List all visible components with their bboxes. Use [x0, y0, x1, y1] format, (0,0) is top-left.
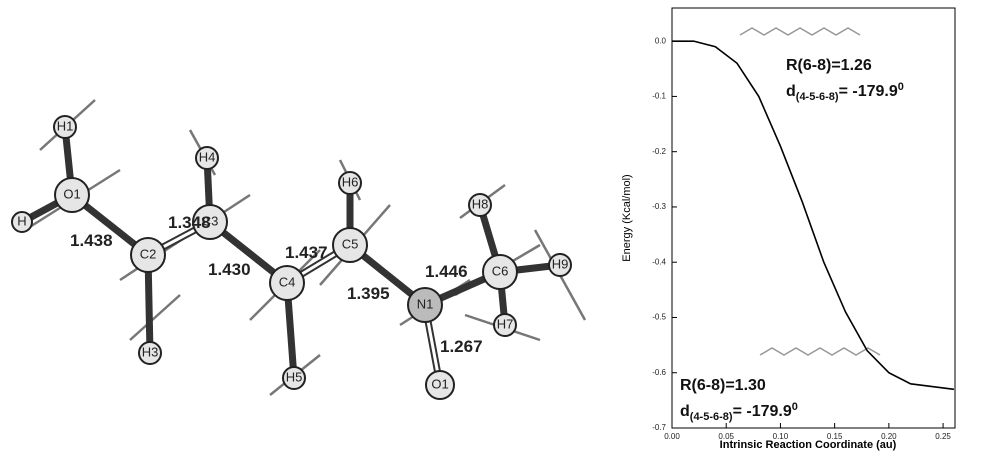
annotation: (4-5-6-8): [690, 411, 733, 423]
y-tick-label: -0.5: [652, 313, 666, 322]
bond-length: 1.348: [168, 213, 211, 232]
bond-length: 1.395: [347, 284, 390, 303]
annotation: d(4-5-6-8)= -179.90: [786, 81, 904, 103]
bond-length: 1.267: [440, 337, 483, 356]
atom-label: O1: [431, 376, 448, 391]
x-tick-label: 0.05: [718, 432, 734, 441]
y-tick-label: -0.6: [652, 368, 666, 377]
atom-label: N1: [417, 296, 434, 311]
annotation: d: [786, 83, 796, 100]
y-tick-label: -0.2: [652, 147, 666, 156]
bond-length: 1.446: [425, 262, 468, 281]
y-tick-label: -0.4: [652, 257, 666, 266]
x-tick-label: 0.25: [935, 432, 951, 441]
y-tick-label: 0.0: [655, 36, 667, 45]
annotation: R(6-8)=1.30: [680, 377, 766, 394]
y-tick-label: -0.7: [652, 423, 666, 432]
atom-label: C5: [342, 236, 359, 251]
annotation: d(4-5-6-8)= -179.90: [680, 401, 798, 423]
x-tick-label: 0.10: [773, 432, 789, 441]
atom-label: H8: [472, 196, 489, 211]
atom-label: H7: [497, 316, 514, 331]
atom-label: H: [17, 213, 26, 228]
figure: H1 O1 H C2 C3 H4 H3 C4 H5 C5 H6 N1 O1 C6…: [0, 0, 983, 455]
x-axis-label: Intrinsic Reaction Coordinate (au): [720, 439, 897, 451]
y-tick-label: -0.3: [652, 202, 666, 211]
x-tick-label: 0.15: [827, 432, 843, 441]
bond-length: 1.438: [70, 231, 113, 250]
annotation: = -179.9: [733, 403, 792, 420]
chart: R(6-8)=1.26 d(4-5-6-8)= -179.90 R(6-8)=1…: [621, 8, 955, 451]
x-tick-label: 0.20: [881, 432, 897, 441]
atom-label: O1: [63, 186, 80, 201]
atom-label: H1: [57, 118, 74, 133]
y-tick-label: -0.1: [652, 92, 666, 101]
atom-label: C6: [492, 263, 509, 278]
atom-label: H6: [342, 174, 359, 189]
annotation: 0: [898, 81, 904, 93]
annotation: 0: [792, 401, 798, 413]
atom-label: H9: [552, 256, 569, 271]
bond-length: 1.437: [285, 243, 328, 262]
x-tick-label: 0.00: [664, 432, 680, 441]
annotation: (4-5-6-8): [796, 91, 839, 103]
annotation: = -179.9: [839, 83, 898, 100]
annotation: R(6-8)=1.26: [786, 57, 872, 74]
annotation: d: [680, 403, 690, 420]
atom-label: H4: [199, 149, 216, 164]
y-axis-label: Energy (Kcal/mol): [621, 174, 633, 261]
molecule: H1 O1 H C2 C3 H4 H3 C4 H5 C5 H6 N1 O1 C6…: [12, 100, 585, 399]
atom-label: C2: [140, 246, 157, 261]
atom-label: H3: [142, 344, 159, 359]
bond-length: 1.430: [208, 260, 251, 279]
atom-label: H5: [286, 369, 303, 384]
atom-label: C4: [279, 274, 296, 289]
